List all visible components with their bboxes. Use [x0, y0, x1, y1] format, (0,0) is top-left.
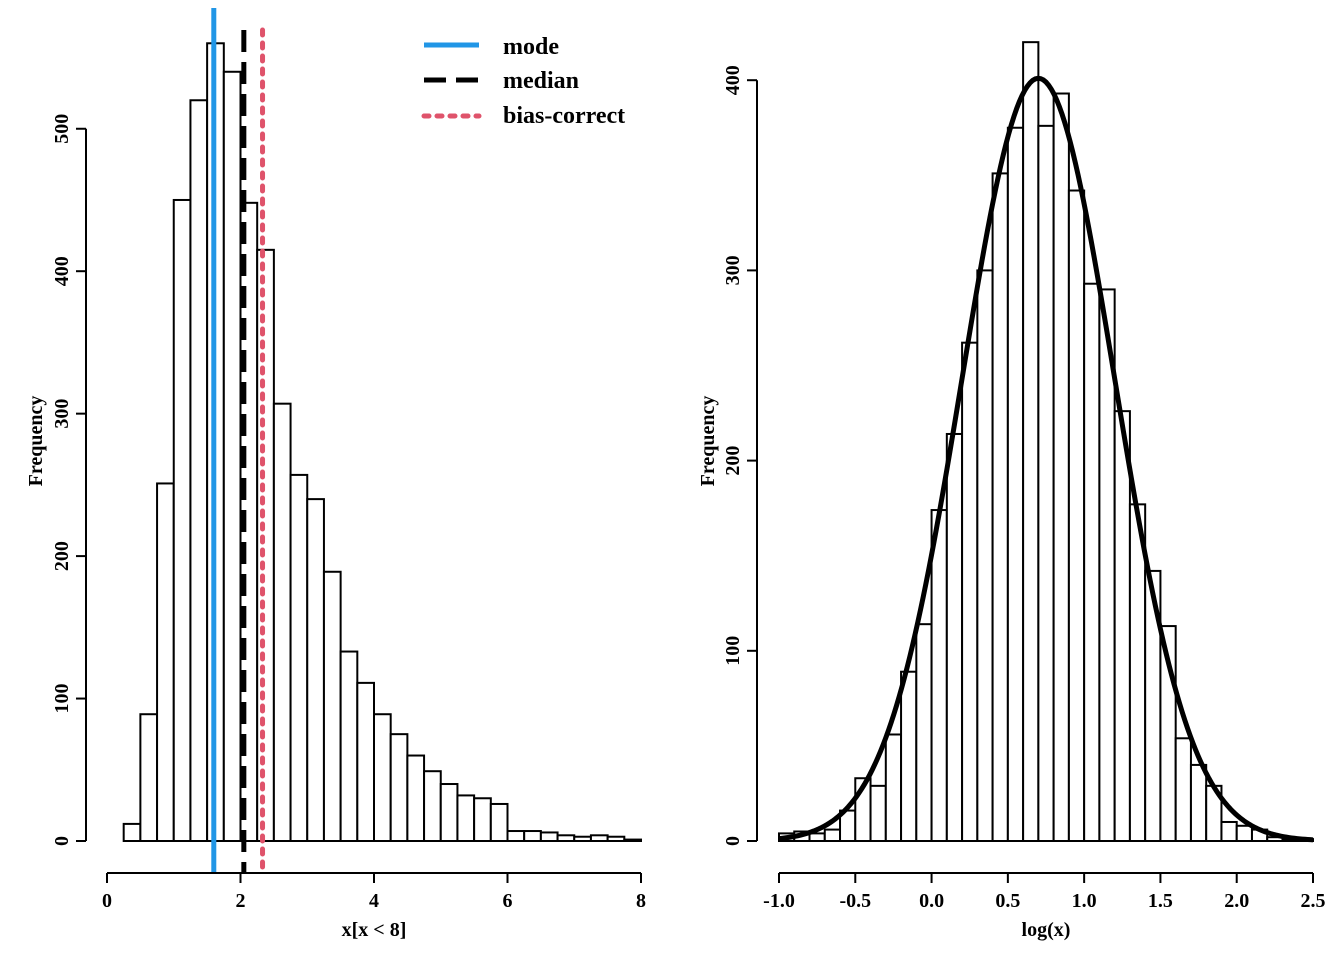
- legend: mode median bias-correct: [421, 34, 625, 129]
- histogram-bar: [1022, 41, 1040, 843]
- histogram-bar: [423, 770, 442, 843]
- histogram-bar: [339, 650, 359, 842]
- x-tick-label: 0: [102, 890, 112, 912]
- x-tick-label: 0.0: [919, 890, 944, 912]
- histogram-bar: [356, 681, 375, 842]
- y-tick-label: 0: [722, 836, 744, 846]
- histogram-bar: [606, 835, 626, 843]
- histogram-bar: [389, 733, 409, 842]
- histogram-bar: [222, 70, 242, 842]
- histogram-bar: [991, 172, 1009, 842]
- right-bars: [778, 41, 1314, 843]
- histogram-bar: [1083, 282, 1101, 842]
- histogram-bar: [961, 341, 979, 842]
- right-y-axis-title: Frequency: [697, 396, 719, 487]
- y-tick-label: 300: [51, 399, 73, 429]
- right-x-axis: -1.0 -0.5 0.0 0.5 1.0 1.5 2.0 2.5: [763, 872, 1326, 912]
- y-tick-label: 0: [51, 836, 73, 846]
- histogram-bar: [189, 99, 209, 842]
- x-tick-label: 1.5: [1148, 890, 1173, 912]
- y-tick-label: 200: [51, 541, 73, 571]
- y-tick-label: 500: [51, 114, 73, 144]
- histogram-bar: [122, 822, 142, 843]
- histogram-bar: [1220, 820, 1238, 842]
- histogram-bar: [289, 473, 309, 842]
- right-histogram-panel: -1.0 -0.5 0.0 0.5 1.0 1.5 2.0 2.5 0 100 200 300 400…: [697, 41, 1326, 941]
- x-tick-label: 2.0: [1224, 890, 1249, 912]
- x-tick-label: -1.0: [763, 890, 795, 912]
- histogram-bar: [1113, 410, 1131, 842]
- left-x-axis-title: x[x < 8]: [342, 919, 407, 941]
- histogram-bar: [1006, 126, 1025, 842]
- left-x-axis: 0 2 4 6 8: [102, 872, 646, 912]
- histogram-bar: [373, 713, 392, 842]
- histogram-bar: [322, 570, 342, 842]
- histogram-bar: [900, 670, 918, 842]
- histogram-bar: [623, 838, 642, 843]
- legend-label-median: median: [503, 68, 579, 94]
- right-x-axis-title: log(x): [1022, 919, 1071, 941]
- left-reference-lines: [211, 8, 266, 876]
- histogram-bar: [439, 783, 459, 843]
- histogram-bar: [172, 198, 192, 843]
- y-tick-label: 100: [51, 684, 73, 714]
- left-y-axis: 0 100 200 300 400 500: [51, 114, 87, 846]
- histogram-bar: [156, 482, 175, 842]
- histogram-bar: [589, 834, 609, 843]
- histogram-bar: [1189, 763, 1208, 842]
- histogram-bar: [573, 835, 592, 843]
- y-tick-label: 100: [722, 636, 744, 666]
- histogram-bar: [1174, 737, 1192, 842]
- histogram-bar: [256, 248, 275, 842]
- histogram-bar: [139, 713, 159, 842]
- x-tick-label: 0.5: [995, 890, 1020, 912]
- left-bars: [122, 42, 642, 843]
- y-tick-label: 400: [51, 256, 73, 286]
- legend-label-mode: mode: [503, 34, 559, 60]
- histogram-bar: [1052, 92, 1070, 843]
- histogram-bar: [1067, 189, 1086, 843]
- histogram-bar: [930, 509, 948, 842]
- right-y-axis: 0 100 200 300 400: [722, 65, 758, 846]
- x-tick-label: 2: [236, 890, 246, 912]
- y-tick-label: 200: [722, 446, 744, 476]
- histogram-bar: [945, 432, 964, 842]
- normal-density-curve: [778, 75, 1314, 843]
- x-tick-label: 2.5: [1301, 890, 1326, 912]
- left-histogram-panel: 0 2 4 6 8 0 100 200 300 400 500 x[x < 8] Frequenc…: [25, 8, 646, 941]
- histogram-bar: [808, 832, 826, 843]
- histogram-bar: [539, 831, 559, 843]
- histogram-bar: [489, 802, 509, 843]
- x-tick-label: 6: [503, 890, 513, 912]
- y-tick-label: 300: [722, 255, 744, 285]
- x-tick-label: 1.0: [1072, 890, 1097, 912]
- histogram-bar: [473, 797, 492, 843]
- x-tick-label: -0.5: [839, 890, 871, 912]
- histogram-bar: [556, 834, 576, 843]
- histogram-bar: [976, 269, 994, 842]
- x-tick-label: 4: [369, 890, 379, 912]
- x-tick-label: 8: [636, 890, 646, 912]
- y-tick-label: 400: [722, 65, 744, 95]
- histogram-bar: [884, 733, 903, 842]
- histogram-bar: [1037, 124, 1055, 842]
- histogram-bar: [406, 754, 426, 843]
- legend-label-bias-correct: bias-correct: [503, 103, 625, 129]
- histogram-bar: [1235, 824, 1253, 842]
- histogram-bar: [523, 830, 542, 843]
- histogram-bar: [869, 784, 887, 842]
- histogram-bar: [272, 402, 292, 842]
- histogram-bar: [915, 623, 933, 842]
- histogram-bar: [306, 498, 325, 842]
- histogram-bar: [506, 830, 526, 843]
- histogram-bar: [823, 828, 842, 843]
- histogram-bar: [456, 794, 476, 843]
- left-y-axis-title: Frequency: [25, 396, 47, 487]
